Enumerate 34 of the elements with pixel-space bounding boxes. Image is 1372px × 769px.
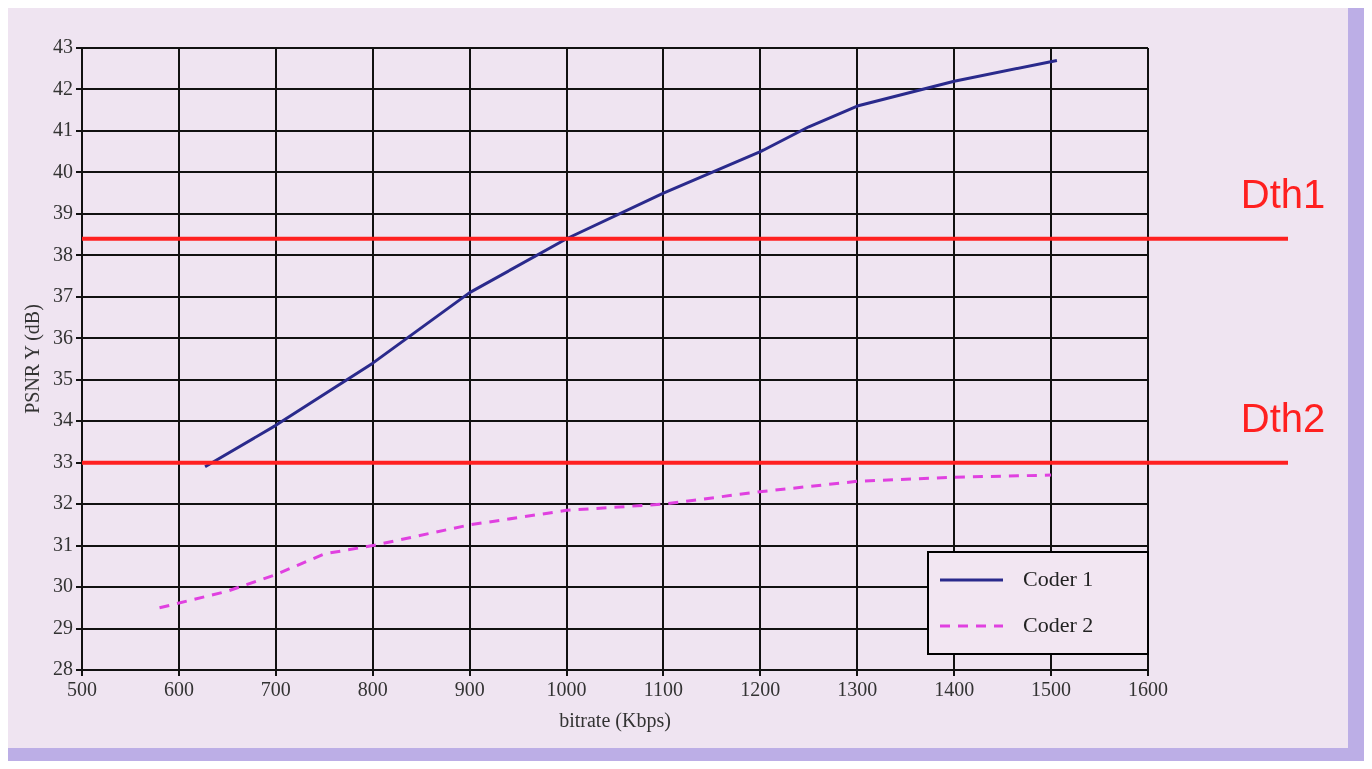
y-tick-label: 29	[53, 615, 73, 638]
y-tick-label: 39	[53, 201, 73, 224]
y-tick-label: 32	[53, 491, 73, 514]
x-tick-label: 1500	[1031, 678, 1072, 701]
y-tick-label: 35	[53, 366, 73, 389]
y-tick-label: 34	[53, 408, 73, 431]
y-tick-label: 31	[53, 532, 73, 555]
y-tick-label: 38	[53, 242, 73, 265]
legend-label: Coder 1	[1023, 565, 1094, 591]
y-tick-label: 42	[53, 76, 73, 99]
ref-line-label: Dth2	[1240, 395, 1326, 440]
y-tick-label: 36	[53, 325, 73, 348]
x-tick-label: 500	[67, 678, 97, 701]
y-tick-label: 33	[53, 449, 73, 472]
x-axis-title: bitrate (Kbps)	[559, 709, 671, 733]
y-tick-label: 43	[53, 35, 73, 58]
x-tick-label: 800	[357, 678, 388, 701]
y-tick-label: 41	[53, 118, 73, 141]
x-tick-label: 1600	[1128, 678, 1168, 701]
x-tick-label: 1400	[934, 678, 975, 701]
ref-line-label: Dth1	[1240, 171, 1326, 216]
x-tick-label: 900	[454, 678, 485, 701]
x-tick-label: 600	[163, 678, 194, 701]
legend-label: Coder 2	[1023, 611, 1094, 637]
x-tick-label: 1300	[837, 678, 878, 701]
y-tick-label: 40	[53, 159, 73, 182]
x-tick-label: 1200	[740, 678, 781, 701]
x-tick-label: 1100	[643, 678, 684, 701]
y-tick-label: 30	[53, 574, 73, 597]
x-tick-label: 1000	[546, 678, 587, 701]
x-tick-label: 700	[260, 678, 291, 701]
y-tick-label: 37	[53, 284, 73, 307]
y-tick-label: 28	[53, 657, 73, 680]
y-axis-title: PSNR Y (dB)	[21, 304, 45, 414]
